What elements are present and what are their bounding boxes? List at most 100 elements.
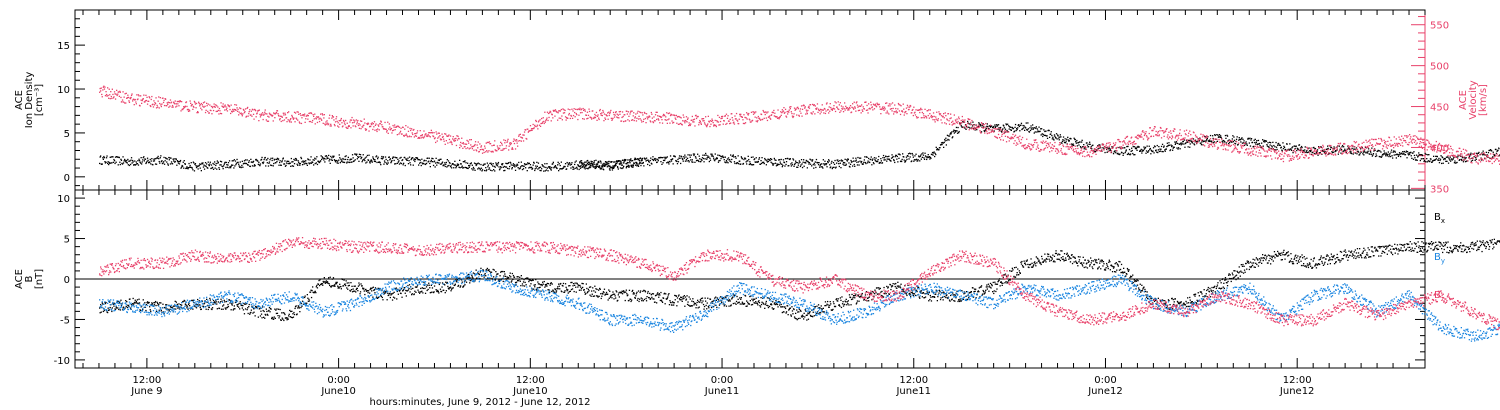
data-point	[597, 114, 598, 115]
data-point	[238, 114, 239, 115]
data-point	[448, 160, 449, 161]
data-point	[551, 169, 552, 170]
data-point	[908, 109, 909, 110]
data-point	[1410, 152, 1411, 153]
data-point	[213, 169, 214, 170]
data-point	[601, 168, 602, 169]
data-point	[578, 115, 579, 116]
data-point	[417, 130, 418, 131]
data-point	[376, 131, 377, 132]
data-point	[439, 133, 440, 134]
data-point	[106, 157, 107, 158]
data-point	[281, 121, 282, 122]
data-point	[472, 169, 473, 170]
data-point	[1390, 156, 1391, 157]
data-point	[151, 158, 152, 159]
data-point	[770, 119, 771, 120]
data-point	[1088, 146, 1089, 147]
data-point	[405, 135, 406, 136]
data-point	[260, 116, 261, 117]
data-point	[123, 162, 124, 163]
data-point	[1466, 157, 1467, 158]
data-point	[1150, 153, 1151, 154]
data-point	[672, 158, 673, 159]
data-point	[456, 145, 457, 146]
data-point	[479, 163, 480, 164]
data-point	[1232, 138, 1233, 139]
data-point	[620, 161, 621, 162]
data-point	[498, 166, 499, 167]
data-point	[321, 120, 322, 121]
data-point	[1445, 158, 1446, 159]
data-point	[808, 106, 809, 107]
data-point	[1065, 138, 1066, 139]
data-point	[1470, 153, 1471, 154]
data-point	[216, 105, 217, 106]
data-point	[428, 134, 429, 135]
data-point	[490, 170, 491, 171]
data-point	[223, 107, 224, 108]
data-point	[277, 113, 278, 114]
data-point	[550, 111, 551, 112]
data-point	[1110, 149, 1111, 150]
data-point	[248, 116, 249, 117]
data-point	[283, 113, 284, 114]
data-point	[687, 117, 688, 118]
data-point	[288, 161, 289, 162]
data-point	[355, 159, 356, 160]
data-point	[725, 115, 726, 116]
data-point	[403, 164, 404, 165]
data-point	[784, 165, 785, 166]
data-point	[252, 109, 253, 110]
data-point	[338, 163, 339, 164]
data-point	[328, 155, 329, 156]
data-point	[520, 134, 521, 135]
data-point	[269, 159, 270, 160]
data-point	[1450, 157, 1451, 158]
data-point	[894, 162, 895, 163]
data-point	[735, 158, 736, 159]
data-point	[881, 160, 882, 161]
data-point	[791, 162, 792, 163]
data-point	[523, 135, 524, 136]
data-point	[461, 138, 462, 139]
data-point	[686, 121, 687, 122]
data-point	[346, 155, 347, 156]
data-point	[519, 140, 520, 141]
data-point	[806, 111, 807, 112]
data-point	[478, 141, 479, 142]
data-point	[458, 164, 459, 165]
data-point	[743, 114, 744, 115]
data-point	[175, 100, 176, 101]
data-point	[212, 106, 213, 107]
data-point	[544, 112, 545, 113]
data-point	[1414, 155, 1415, 156]
data-point	[426, 163, 427, 164]
data-point	[789, 110, 790, 111]
data-point	[623, 167, 624, 168]
data-point	[780, 162, 781, 163]
data-point	[547, 120, 548, 121]
data-point	[757, 120, 758, 121]
data-point	[353, 125, 354, 126]
data-point	[283, 158, 284, 159]
data-point	[221, 113, 222, 114]
data-point	[623, 116, 624, 117]
data-point	[857, 105, 858, 106]
data-point	[952, 136, 953, 137]
data-point	[601, 112, 602, 113]
data-point	[751, 112, 752, 113]
data-point	[671, 120, 672, 121]
data-point	[875, 104, 876, 105]
data-point	[800, 113, 801, 114]
data-point	[449, 139, 450, 140]
data-point	[580, 165, 581, 166]
data-point	[494, 170, 495, 171]
data-point	[1030, 125, 1031, 126]
data-point	[1426, 158, 1427, 159]
data-point	[776, 116, 777, 117]
data-point	[1242, 139, 1243, 140]
data-point	[951, 133, 952, 134]
data-point	[457, 139, 458, 140]
data-point	[382, 126, 383, 127]
